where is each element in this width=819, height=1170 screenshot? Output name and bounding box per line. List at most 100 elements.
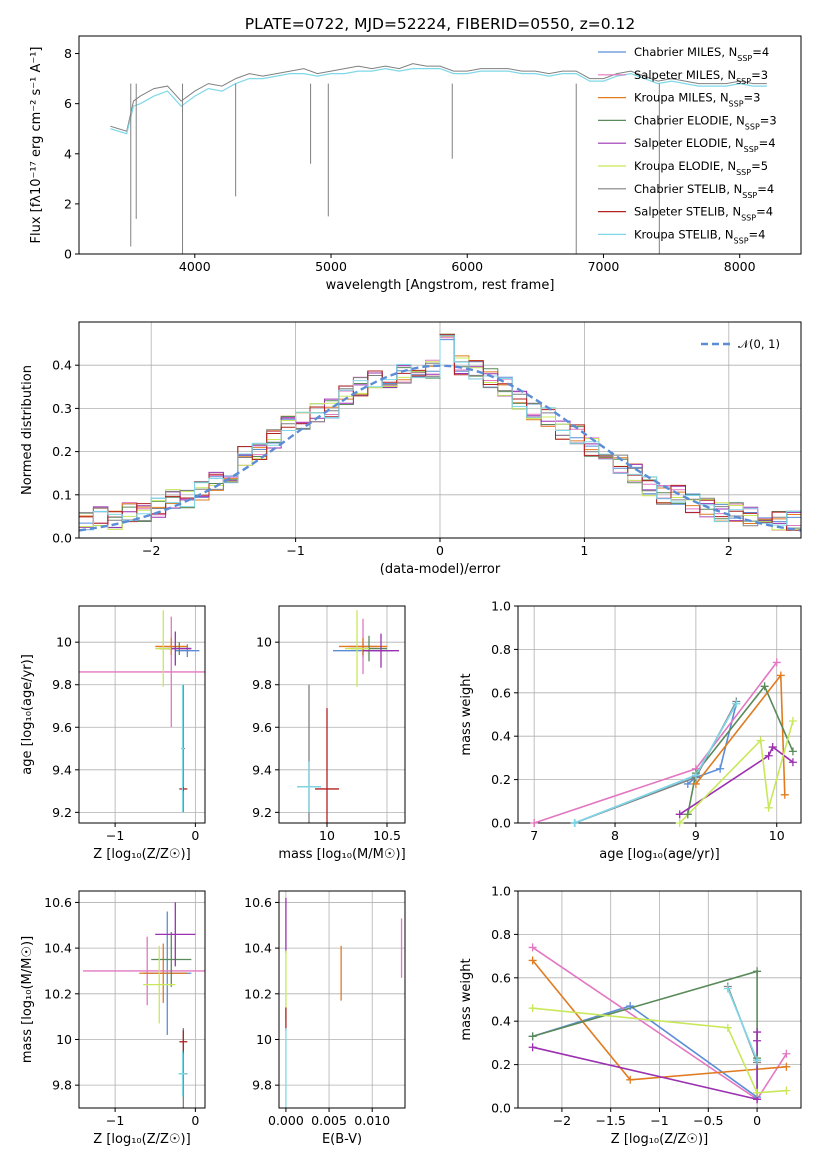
x-axis-label: Z [log₁₀(Z/Z☉)]: [611, 1132, 708, 1147]
weight-marker-Salpeter ELODIE: [788, 758, 797, 767]
y-tick-label: 1.0: [491, 884, 511, 899]
plot-area-z-age: [79, 610, 205, 813]
panel-spectrum: 4000 5000 6000 7000 8000 0 2 4 6 8 wavelength [Ang…: [29, 35, 802, 293]
y-tick-label: 10: [256, 635, 272, 650]
y-tick-label: 10.6: [44, 895, 72, 910]
weight-marker-Kroupa ELODIE: [788, 717, 797, 726]
y-tick-label: 10: [56, 1032, 72, 1047]
weight-marker-Kroupa STELIB: [732, 699, 741, 708]
y-axis-label: mass weight: [459, 958, 474, 1040]
x-tick-label: 5000: [315, 259, 347, 274]
y-tick-label: 9.8: [52, 677, 72, 692]
y-axis-label: mass weight: [459, 673, 474, 755]
x-axis-label: (data-model)/error: [380, 562, 501, 577]
x-axis-label: E(B-V): [322, 1132, 362, 1147]
weight-marker-Kroupa MILES: [782, 1062, 791, 1071]
weight-line-Kroupa ELODIE: [679, 720, 794, 823]
y-tick-label: 9.4: [252, 762, 272, 777]
x-tick-label: 8000: [724, 259, 756, 274]
y-tick-label: 10.4: [244, 941, 272, 956]
legend-entry: Salpeter STELIB, NSSP=4: [634, 205, 773, 223]
weight-marker-Chabrier MILES: [626, 1002, 635, 1011]
y-tick-label: 9.2: [252, 805, 272, 820]
axes-frame: [78, 35, 802, 255]
panel-ebv-mass: 0.000 0.005 0.010 9.8 10 10.2 10.4 10.6 E(B-V): [244, 890, 406, 1147]
x-tick-label: −1: [106, 828, 124, 843]
y-tick-label: 0.0: [491, 1101, 511, 1116]
weight-marker-Kroupa ELODIE: [782, 1086, 791, 1095]
y-tick-label: 0.3: [52, 401, 72, 416]
plot-area-residuals: [79, 333, 801, 532]
x-tick-label: 10: [769, 828, 785, 843]
y-tick-label: 0.4: [491, 1014, 511, 1029]
legend-entry: Kroupa ELODIE, NSSP=5: [634, 159, 768, 177]
y-axis-label: mass [log₁₀(M/M☉)]: [20, 936, 35, 1063]
x-tick-label: 0.010: [354, 1113, 390, 1128]
x-tick-label: −1: [106, 1113, 124, 1128]
weight-marker-Kroupa ELODIE: [723, 1023, 732, 1032]
x-tick-label: −1: [286, 543, 304, 558]
legend-entry: Chabrier MILES, NSSP=4: [634, 45, 769, 63]
legend-entry: Kroupa STELIB, NSSP=4: [634, 227, 765, 245]
weight-marker-Kroupa ELODIE: [756, 736, 765, 745]
weight-marker-Salpeter ELODIE: [753, 1036, 762, 1045]
x-tick-label: 0: [436, 543, 444, 558]
spectrum-model-line: [110, 67, 767, 135]
figure-title: PLATE=0722, MJD=52224, FIBERID=0550, z=0…: [245, 15, 635, 33]
weight-line-Kroupa ELODIE: [532, 1007, 787, 1094]
weight-line-Salpeter MILES: [533, 661, 778, 823]
y-tick-label: 0.4: [491, 729, 511, 744]
y-tick-label: 0.6: [491, 685, 511, 700]
x-tick-label: −1: [650, 1113, 668, 1128]
weight-marker-Kroupa ELODIE: [528, 1004, 537, 1013]
plot-area-age-weight: [533, 661, 794, 823]
x-tick-label: 10.5: [373, 828, 401, 843]
y-tick-label: 0.2: [491, 1057, 511, 1072]
weight-marker-Salpeter ELODIE: [753, 1028, 762, 1037]
y-tick-label: 10: [256, 1032, 272, 1047]
axes-frame: [278, 890, 406, 1109]
y-tick-label: 9.2: [52, 805, 72, 820]
axes-frame: [278, 605, 406, 824]
panel-mass-age: 10 10.5 9.2 9.4 9.6 9.8 10 mass [log₁₀(M/M☉)]: [252, 605, 406, 862]
weight-marker-Salpeter MILES: [772, 658, 781, 667]
weight-marker-Chabrier ELODIE: [753, 967, 762, 976]
plot-area-ebv-mass: [285, 897, 403, 1108]
plot-area-z-mass: [83, 902, 205, 1108]
y-tick-label: 9.6: [52, 720, 72, 735]
y-tick-label: 9.6: [252, 720, 272, 735]
weight-marker-Salpeter ELODIE: [675, 810, 684, 819]
axes-frame: [78, 605, 206, 824]
legend-entry: 𝒩(0, 1): [738, 337, 780, 351]
y-tick-label: 0.8: [491, 927, 511, 942]
weight-line-Kroupa STELIB: [727, 988, 758, 1061]
weight-marker-Salpeter ELODIE: [528, 1043, 537, 1052]
y-tick-label: 10.2: [44, 986, 72, 1001]
panel-age-weight: 7 8 9 10 0.0 0.2 0.4 0.6 0.8 1.0 age [log₁₀(age/yr…: [459, 599, 802, 862]
x-tick-label: −0.5: [693, 1113, 723, 1128]
panel-residuals: −2 −1 0 1 2 0.0 0.1 0.2 0.3 0.4 (data-model)/error…: [20, 321, 802, 577]
y-tick-label: 0.2: [491, 772, 511, 787]
panel-z-weight: −2 −1.5 −1 −0.5 0 0.0 0.2 0.4 0.6 0.8 1.0 Z [log₁₀(…: [459, 884, 802, 1147]
y-tick-label: 9.8: [52, 1078, 72, 1093]
x-tick-label: 0.005: [311, 1113, 347, 1128]
legend-entry: Chabrier STELIB, NSSP=4: [634, 182, 774, 200]
weight-marker-Salpeter ELODIE: [768, 743, 777, 752]
y-tick-label: 0.6: [491, 970, 511, 985]
weight-marker-Salpeter MILES: [528, 943, 537, 952]
weight-line-Kroupa MILES: [695, 673, 786, 795]
x-axis-label: Z [log₁₀(Z/Z☉)]: [93, 847, 190, 862]
legend-entry: Chabrier ELODIE, NSSP=3: [634, 113, 777, 130]
weight-marker-Chabrier ELODIE: [788, 747, 797, 756]
x-axis-label: Z [log₁₀(Z/Z☉)]: [93, 1132, 190, 1147]
y-tick-label: 0.2: [52, 444, 72, 459]
panel-z-age: −1 0 9.2 9.4 9.6 9.8 10 Z [log₁₀(Z/Z☉)] age [log…: [20, 605, 206, 862]
weight-marker-Kroupa ELODIE: [675, 819, 684, 827]
y-tick-label: 10: [56, 635, 72, 650]
x-tick-label: 9: [692, 828, 700, 843]
spectrum-data-line: [110, 63, 767, 132]
x-tick-label: 0: [191, 1113, 199, 1128]
legend-entry: Salpeter MILES, NSSP=3: [634, 68, 768, 86]
